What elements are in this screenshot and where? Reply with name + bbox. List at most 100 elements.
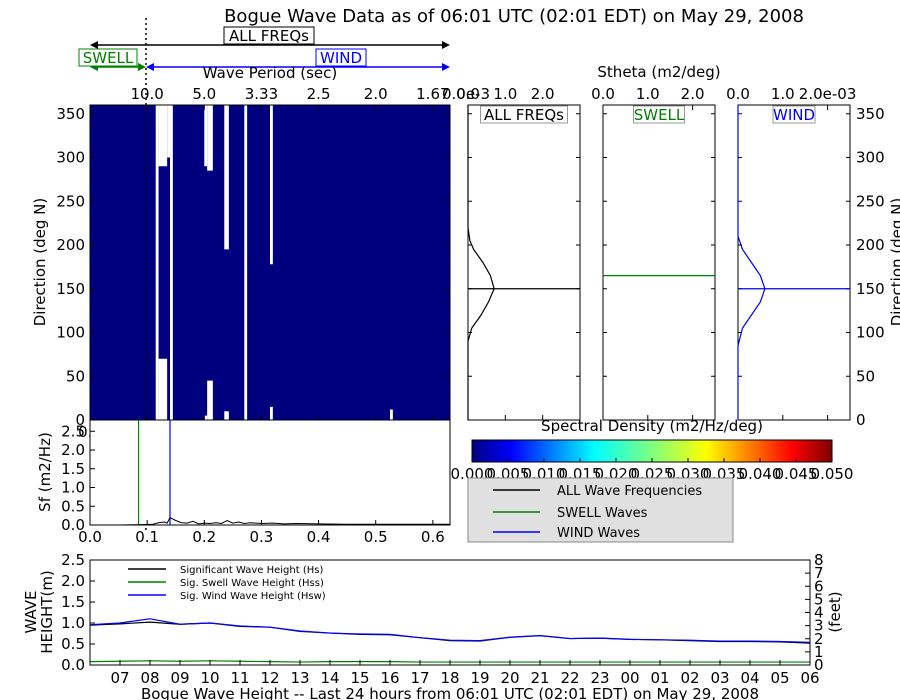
heatmap-column (376, 105, 378, 420)
profile-right-ytick-label: 250 (856, 192, 885, 210)
profile-right-ylabel: Direction (deg N) (888, 198, 900, 327)
history-xtick-label: 03 (710, 669, 729, 687)
spectrum-ytick-label: 2.5 (61, 422, 85, 440)
history-xtick-label: 22 (560, 669, 579, 687)
spectrum-ytick-label: 0.0 (61, 516, 85, 534)
heatmap-ytick-label: 300 (56, 149, 85, 167)
heatmap-period-tick-label: 3.33 (245, 85, 278, 103)
spectrum-ytick-label: 0.5 (61, 497, 85, 515)
history-y2tick-label: 5 (814, 590, 824, 608)
history-xlabel: Bogue Wave Height -- Last 24 hours from … (141, 685, 759, 700)
heatmap-period-tick-label: 2.0 (364, 85, 388, 103)
history-series-line (89, 618, 811, 643)
history-xtick-label: 10 (200, 669, 219, 687)
frequency-spectrum: 0.00.51.01.52.02.50.0 0.1 0.2 0.3 0.4 0.5 0.6S… (36, 419, 451, 546)
history-y2tick-label: 0 (814, 656, 824, 674)
spectrum-xtick-label: 0.2 (192, 528, 216, 546)
heatmap-missing-cell (270, 406, 273, 420)
history-xtick-label: 16 (380, 669, 399, 687)
heatmap-column (106, 105, 108, 420)
heatmap-ytick-label: 200 (56, 236, 85, 254)
swell-label: SWELL (83, 49, 134, 67)
history-y2tick-label: 7 (814, 564, 824, 582)
profile-exponent-label: 0.0e-3 (442, 85, 490, 103)
profile-title: ALL FREQs (484, 106, 564, 124)
stheta-axis-label: Stheta (m2/deg) (597, 63, 720, 81)
history-xtick-label: 00 (620, 669, 639, 687)
heatmap-period-tick-label: 5.0 (192, 85, 216, 103)
spectrum-xtick-label: 0.4 (307, 528, 331, 546)
heatmap-missing-cell (224, 411, 229, 420)
history-xtick-label: 05 (770, 669, 789, 687)
all-freq-arrowhead (442, 41, 450, 49)
heatmap-ytick-label: 100 (56, 324, 85, 342)
spectrum-curve (90, 516, 450, 526)
history-ylabel-line2: HEIGHT(m) (38, 570, 56, 654)
profile-right-ytick-label: 350 (856, 105, 885, 123)
spectrum-xtick-label: 0.5 (364, 528, 388, 546)
spectrum-xtick-label: 0.1 (135, 528, 159, 546)
heatmap-period-tick-label: 10.0 (130, 85, 163, 103)
history-xtick-label: 18 (440, 669, 459, 687)
profile-xtick-label: 1.0 (771, 85, 795, 103)
heatmap-ytick-label: 0 (75, 411, 85, 429)
history-ytick-label: 1.5 (61, 593, 85, 611)
history-xtick-label: 17 (410, 669, 429, 687)
history-xtick-label: 12 (260, 669, 279, 687)
swell-box (78, 48, 138, 67)
history-y2tick-label: 2 (814, 630, 824, 648)
legend-label: ALL Wave Frequencies (557, 484, 702, 499)
colorbar-tick-label: 0.045 (775, 465, 818, 483)
history-xtick-label: 09 (170, 669, 189, 687)
history-ylabel-line1: WAVE (22, 590, 40, 633)
swell-arrowhead (138, 63, 146, 71)
history-xtick-label: 14 (320, 669, 339, 687)
spectrum-ytick-label: 1.5 (61, 460, 85, 478)
heatmap-missing-cell (167, 105, 170, 158)
heatmap-column (275, 105, 277, 420)
colorbar-title: Spectral Density (m2/Hz/deg) (541, 417, 763, 435)
heatmap-column (309, 105, 311, 420)
heatmap-ytick-label: 50 (66, 367, 85, 385)
heatmap-column (258, 105, 260, 420)
heatmap-missing-cell (224, 105, 229, 250)
history-xtick-label: 23 (590, 669, 609, 687)
history-y2tick-label: 3 (814, 617, 824, 635)
legend-label: WIND Waves (557, 526, 640, 541)
profile-right-ytick-label: 50 (856, 367, 875, 385)
colorbar-tick-label: 0.050 (811, 465, 854, 483)
wind-label: WIND (320, 49, 362, 67)
history-ytick-label: 1.0 (61, 614, 85, 632)
direction-profile-wind: 0.0 1.0 2.0e-03 WIND 0 50 100 150 200 250 300 350 Di… (726, 85, 900, 429)
heatmap-ytick-label: 350 (56, 105, 85, 123)
heatmap-column (140, 105, 142, 420)
history-legend-label: Significant Wave Height (Hs) (180, 565, 323, 576)
heatmap-missing-cell (207, 105, 213, 171)
heatmap-column (123, 105, 125, 420)
heatmap-period-tick-label: 2.5 (307, 85, 331, 103)
history-ytick-label: 2.5 (61, 551, 85, 569)
heatmap-column (326, 105, 328, 420)
history-ytick-label: 0.5 (61, 635, 85, 653)
heatmap-missing-cell (390, 409, 393, 420)
history-xtick-label: 21 (530, 669, 549, 687)
history-xtick-label: 13 (290, 669, 309, 687)
profile-xtick-label: 2.0 (681, 85, 705, 103)
history-y2tick-label: 6 (814, 577, 824, 595)
heatmap-column (427, 105, 429, 420)
heatmap-column (393, 105, 395, 420)
heatmap-missing-cell (204, 415, 208, 420)
profile-title-box (772, 105, 816, 124)
figure-title: Bogue Wave Data as of 06:01 UTC (02:01 E… (224, 6, 804, 27)
heatmap-ylabel: Direction (deg N) (31, 198, 49, 327)
wind-arrowhead (442, 63, 450, 71)
history-legend-label: Sig. Wind Wave Height (Hsw) (180, 591, 326, 602)
history-xtick-label: 06 (800, 669, 819, 687)
all-freq-box (223, 26, 315, 45)
profile-title-box (633, 105, 685, 124)
profile-xtick-label: 1.0 (636, 85, 660, 103)
history-xtick-label: 11 (230, 669, 249, 687)
heatmap-missing-cell (207, 380, 213, 420)
heatmap-column (241, 105, 243, 420)
